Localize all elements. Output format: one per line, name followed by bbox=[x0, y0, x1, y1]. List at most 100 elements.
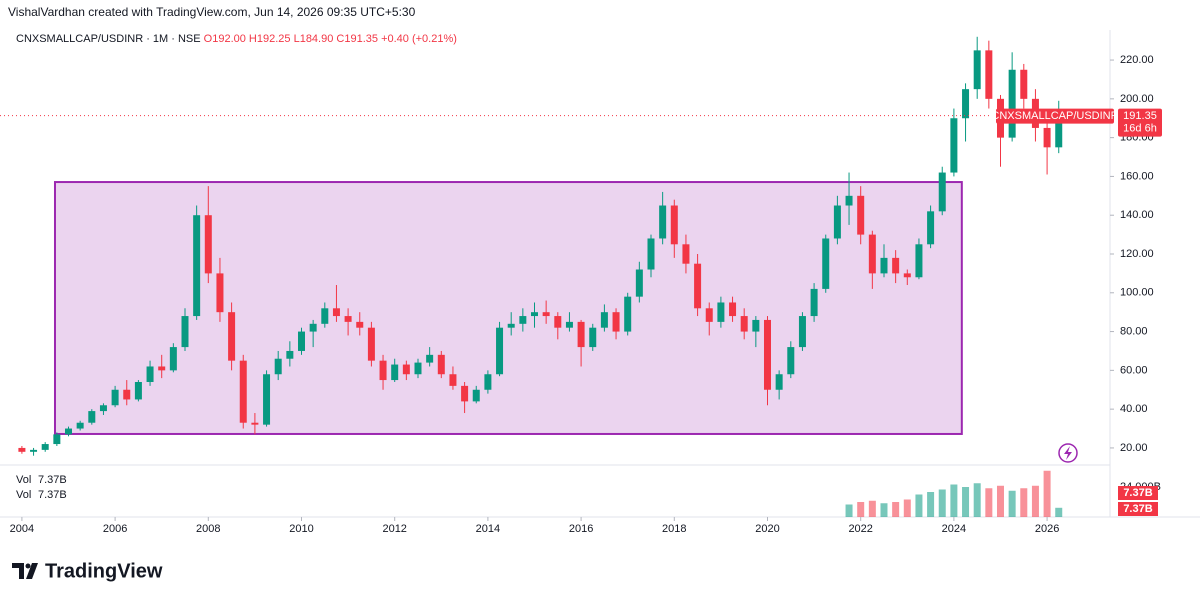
candle-body bbox=[391, 364, 399, 381]
vol-value: 7.37B bbox=[38, 474, 67, 486]
candle-body bbox=[507, 323, 515, 328]
volume-bar bbox=[985, 488, 993, 517]
candle-body bbox=[111, 389, 119, 406]
candle-body bbox=[18, 447, 26, 452]
symbol-tag: CNXSMALLCAP/USDINR bbox=[991, 110, 1118, 122]
candle-body bbox=[554, 316, 562, 328]
candle-body bbox=[647, 238, 655, 270]
candle-body bbox=[274, 358, 282, 375]
y-tick-label: 140.00 bbox=[1120, 209, 1154, 221]
candle-body bbox=[833, 205, 841, 239]
candle-body bbox=[263, 374, 271, 425]
vol-label: Vol bbox=[16, 474, 31, 486]
candle-body bbox=[88, 411, 96, 423]
volume-bar bbox=[1055, 507, 1063, 517]
x-tick-label: 2022 bbox=[848, 523, 872, 535]
candle-body bbox=[472, 389, 480, 402]
candle-body bbox=[938, 172, 946, 212]
y-tick-label: 120.00 bbox=[1120, 248, 1154, 260]
credit: VishalVardhan created with TradingView.c… bbox=[8, 5, 416, 19]
candle-body bbox=[449, 374, 457, 386]
candle-body bbox=[682, 244, 690, 264]
candle-body bbox=[437, 354, 445, 375]
candle-body bbox=[461, 385, 469, 402]
vol-value: 7.37B bbox=[38, 489, 67, 501]
x-tick-label: 2024 bbox=[942, 523, 966, 535]
y-tick-label: 220.00 bbox=[1120, 54, 1154, 66]
volume-bar bbox=[915, 494, 923, 517]
volume-bar bbox=[1008, 490, 1016, 517]
volume-bar bbox=[857, 502, 865, 517]
candle-body bbox=[857, 195, 865, 235]
x-tick-label: 2008 bbox=[196, 523, 220, 535]
volume-bar bbox=[1043, 470, 1051, 517]
candle-body bbox=[635, 269, 643, 297]
x-tick-label: 2012 bbox=[382, 523, 406, 535]
range-box bbox=[53, 181, 963, 435]
candle-body bbox=[496, 327, 504, 375]
volume-bar bbox=[938, 489, 946, 517]
legend-change: +0.40 (+0.21%) bbox=[381, 33, 457, 45]
volume-bar bbox=[996, 485, 1004, 517]
candle-body bbox=[239, 360, 247, 423]
candle-body bbox=[344, 316, 352, 322]
candle-body bbox=[589, 327, 597, 348]
candle-body bbox=[1008, 69, 1016, 138]
candle-body bbox=[717, 302, 725, 322]
x-tick-label: 2020 bbox=[755, 523, 779, 535]
candle-body bbox=[577, 321, 585, 348]
y-tick-label: 200.00 bbox=[1120, 93, 1154, 105]
candle-body bbox=[414, 362, 422, 375]
y-tick-label: 40.00 bbox=[1120, 403, 1148, 415]
candle-body bbox=[798, 316, 806, 348]
candle-body bbox=[426, 354, 434, 363]
volume-bar bbox=[845, 504, 853, 517]
volume-price-box bbox=[1118, 486, 1158, 500]
volume-price-box bbox=[1118, 502, 1158, 516]
x-tick-label: 2016 bbox=[569, 523, 593, 535]
candle-body bbox=[309, 323, 317, 332]
symbol-tag-box bbox=[996, 108, 1114, 124]
candle-body bbox=[204, 215, 212, 274]
candle-body bbox=[822, 238, 830, 289]
x-tick-label: 2010 bbox=[289, 523, 313, 535]
x-tick-label: 2006 bbox=[103, 523, 127, 535]
y-tick-label: 60.00 bbox=[1120, 364, 1148, 376]
candle-body bbox=[1043, 127, 1051, 148]
candle-body bbox=[973, 50, 981, 90]
candle-body bbox=[845, 195, 853, 206]
candle-body bbox=[251, 422, 259, 425]
legend: CNXSMALLCAP/USDINR · 1M · NSE O192.00 H1… bbox=[16, 33, 457, 45]
candle-body bbox=[705, 308, 713, 322]
x-tick-label: 2026 bbox=[1035, 523, 1059, 535]
candle-body bbox=[565, 321, 573, 328]
candle-body bbox=[868, 234, 876, 274]
plot-area bbox=[18, 36, 1063, 456]
candle-body bbox=[402, 364, 410, 375]
candle-body bbox=[228, 312, 236, 361]
candle-body bbox=[775, 374, 783, 390]
logo-text: TradingView bbox=[45, 560, 163, 582]
candle-body bbox=[332, 308, 340, 317]
candle-body bbox=[729, 302, 737, 317]
candle-body bbox=[542, 312, 550, 317]
countdown-label: 16d 6h bbox=[1123, 123, 1157, 135]
candle-body bbox=[356, 321, 364, 328]
candle-body bbox=[41, 444, 49, 450]
price-box bbox=[1118, 108, 1162, 137]
candle-body bbox=[787, 347, 795, 375]
candle-body bbox=[962, 89, 970, 119]
candle-body bbox=[985, 50, 993, 99]
candle-body bbox=[76, 422, 84, 429]
candle-body bbox=[915, 244, 923, 278]
candle-body bbox=[134, 381, 142, 400]
candle-body bbox=[379, 360, 387, 381]
candle-body bbox=[903, 273, 911, 278]
legend-symbol: CNXSMALLCAP/USDINR · 1M · NSE bbox=[16, 33, 201, 45]
y-tick-label: 100.00 bbox=[1120, 287, 1154, 299]
alert-icon[interactable] bbox=[1058, 443, 1078, 463]
volume-bar bbox=[973, 483, 981, 517]
candle-body bbox=[123, 389, 131, 400]
legend-open: O192.00 bbox=[204, 33, 246, 45]
